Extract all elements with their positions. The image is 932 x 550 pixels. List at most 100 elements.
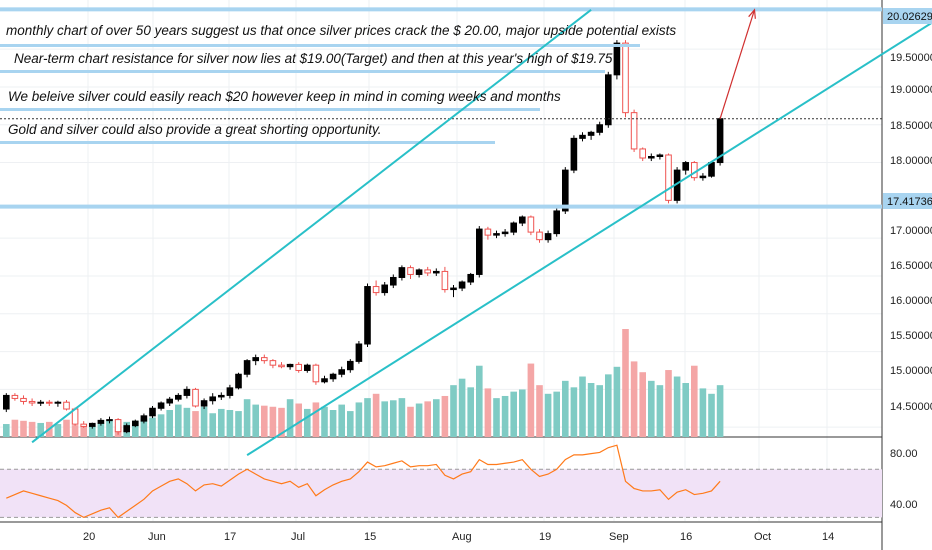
volume-bar (570, 387, 578, 437)
volume-bar (484, 388, 492, 437)
volume-bar (312, 402, 320, 437)
price-tag-upper-box (883, 8, 932, 24)
time-tick: Sep (609, 531, 629, 543)
candle-body (519, 216, 526, 224)
volume-bar (648, 380, 655, 437)
annotation-underline (0, 108, 540, 111)
volume-bar (20, 420, 27, 437)
annotation-1[interactable]: monthly chart of over 50 years suggest u… (6, 23, 676, 38)
candle-body (157, 402, 165, 409)
volume-bar (450, 385, 457, 437)
candle-body (476, 228, 483, 275)
price-tag-lower-label: 17.41736 (887, 196, 932, 208)
rsi-tick: 80.00 (890, 448, 918, 460)
volume-bar (106, 420, 113, 437)
volume-bar (467, 387, 474, 437)
candle-body (269, 360, 277, 366)
candle-body (46, 401, 53, 404)
candles (3, 40, 724, 435)
candle-body (183, 388, 191, 396)
candle-body (200, 400, 208, 407)
volume-bar (381, 401, 388, 437)
volume-bar (218, 408, 225, 437)
candle-body (312, 364, 320, 383)
volume-bar (192, 411, 199, 437)
candle-body (329, 373, 337, 380)
time-tick: 19 (539, 531, 551, 543)
volume-bar (243, 399, 251, 437)
time-tick: 20 (83, 531, 95, 543)
volume-bar (321, 406, 328, 437)
annotation-4[interactable]: Gold and silver could also provide a gre… (8, 122, 381, 137)
candle-body (252, 357, 259, 362)
volume-bar (304, 408, 311, 437)
candle-body (665, 154, 672, 201)
candle-body (295, 363, 302, 371)
candle-body (510, 222, 517, 233)
price-tick: 16.00000 (890, 295, 932, 307)
candle-body (398, 267, 406, 278)
volume-bar (708, 393, 715, 437)
candle-body (450, 287, 457, 291)
resistance-line (0, 204, 882, 209)
candle-body (140, 415, 148, 422)
candle-body (596, 124, 604, 133)
candle-body (562, 169, 569, 212)
volume-bar (80, 426, 87, 437)
volume-bar (37, 422, 44, 437)
candle-body (166, 398, 173, 404)
candle-body (347, 360, 354, 371)
volume-bar (286, 399, 294, 437)
volume-bar (519, 389, 526, 437)
volume-bar (390, 400, 397, 437)
candle-body (708, 162, 715, 177)
candle-body (37, 401, 45, 404)
volume-bar (157, 414, 165, 437)
price-tag-upper-label: 20.02629 (887, 11, 932, 23)
volume-bar (587, 383, 595, 437)
annotation-2[interactable]: Near-term chart resistance for silver no… (14, 51, 613, 66)
volume-bar (97, 422, 105, 437)
volume-bar (11, 419, 19, 437)
candle-body (80, 423, 88, 427)
volume-bar (415, 403, 423, 437)
volume-bar (235, 411, 242, 437)
candle-body (132, 420, 139, 427)
volume-bar (699, 388, 707, 437)
candle-body (261, 357, 268, 362)
channel-lower-line (246, 21, 932, 456)
price-tag-upper: 20.02629 (883, 8, 932, 24)
candle-body (226, 387, 234, 396)
rsi-axis: 80.00 40.00 (890, 448, 918, 511)
candle-body (691, 162, 698, 179)
volume-bar (209, 413, 216, 437)
price-tick: 18.50000 (890, 120, 932, 132)
time-tick: Oct (754, 531, 771, 543)
candle-body (639, 148, 647, 159)
volume-bar (261, 405, 268, 437)
annotation-3[interactable]: We beleive silver could easily reach $20… (8, 89, 561, 104)
time-tick: 17 (224, 531, 236, 543)
volume-bar (278, 407, 285, 437)
time-tick: 14 (822, 531, 834, 543)
candle-body (605, 74, 612, 126)
candle-body (493, 233, 500, 236)
price-tick: 15.50000 (890, 330, 932, 342)
candle-body (415, 269, 423, 275)
volume-bar (458, 378, 466, 437)
candle-body (106, 419, 113, 422)
candle-body (648, 156, 655, 159)
volume-bar (656, 385, 664, 437)
time-tick: Jun (148, 531, 166, 543)
candle-body (441, 270, 449, 291)
candle-body (192, 388, 199, 407)
volume-bar (639, 372, 646, 437)
candle-body (433, 270, 440, 274)
price-tag-lower: 17.41736 (883, 193, 932, 209)
candle-body (304, 364, 311, 371)
volume-bar (613, 366, 621, 437)
candle-body (338, 369, 345, 375)
volume-bar (596, 385, 603, 437)
candle-body (278, 364, 285, 368)
resistance-line (0, 7, 882, 12)
